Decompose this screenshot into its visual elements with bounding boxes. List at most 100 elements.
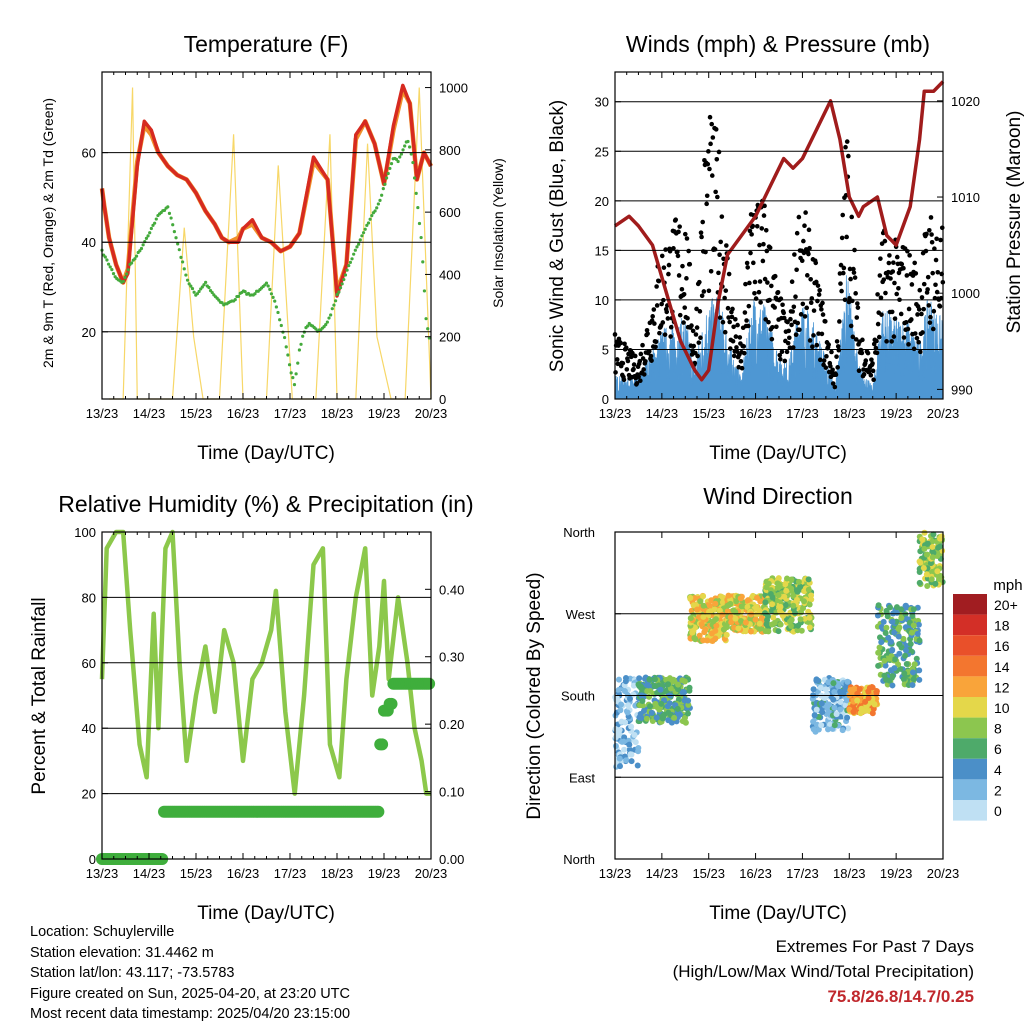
- direction-point: [865, 688, 872, 695]
- direction-point: [686, 687, 693, 694]
- dewpoint-point: [200, 285, 204, 289]
- direction-point: [815, 677, 822, 684]
- direction-point: [888, 638, 895, 645]
- gust-point: [645, 331, 650, 336]
- x-tick-label: 19/23: [368, 406, 401, 421]
- direction-point: [712, 600, 719, 607]
- gust-point: [762, 203, 767, 209]
- gust-point: [920, 330, 925, 335]
- direction-point: [929, 538, 936, 545]
- x-tick-label: 14/23: [133, 406, 166, 421]
- gust-point: [800, 301, 806, 307]
- direction-point: [646, 703, 653, 710]
- gust-point: [784, 349, 790, 355]
- gust-point: [718, 239, 724, 245]
- gust-point: [752, 279, 758, 285]
- direction-point: [790, 602, 797, 609]
- gust-point: [815, 298, 820, 304]
- gust-point: [700, 219, 706, 225]
- gust-point: [782, 358, 788, 364]
- gust-point: [661, 265, 667, 270]
- direction-point: [777, 603, 784, 610]
- x-tick-label: 14/23: [646, 406, 679, 421]
- direction-point: [932, 580, 939, 587]
- direction-point: [615, 686, 622, 693]
- legend-label: 0: [994, 803, 1002, 819]
- dewpoint-point: [325, 320, 329, 324]
- gust-point: [888, 276, 893, 281]
- direction-point: [719, 611, 726, 618]
- dewpoint-point: [366, 221, 371, 225]
- gust-point: [835, 365, 840, 370]
- direction-point: [649, 718, 656, 725]
- dewpoint-point: [353, 248, 357, 252]
- direction-point: [909, 682, 916, 689]
- extremes-values: 75.8/26.8/14.7/0.25: [827, 987, 974, 1006]
- gust-point: [849, 298, 855, 304]
- temperature-ylabel-right: Solar Insolation (Yellow): [490, 158, 506, 308]
- dewpoint-point: [358, 238, 362, 242]
- direction-point: [634, 762, 641, 769]
- direction-point: [724, 602, 731, 609]
- legend-swatch: [953, 594, 987, 615]
- direction-point: [732, 615, 739, 622]
- direction-point: [775, 628, 782, 635]
- gust-point: [653, 339, 659, 344]
- gust-point: [909, 317, 914, 322]
- gust-point: [843, 144, 848, 150]
- gust-point: [689, 323, 694, 328]
- gust-point: [824, 354, 829, 359]
- direction-point: [788, 576, 795, 583]
- direction-point: [929, 554, 936, 561]
- direction-point: [624, 709, 631, 716]
- gust-point: [814, 342, 820, 348]
- direction-point: [685, 701, 692, 708]
- temperature-panel: Temperature (F) 2m & 9m T (Red, Orange) …: [40, 31, 506, 464]
- gust-point: [698, 230, 704, 235]
- gust-point: [752, 290, 757, 296]
- gust-point: [859, 350, 865, 356]
- dewpoint-point: [210, 290, 214, 295]
- direction-point: [783, 587, 790, 594]
- x-tick-label: 13/23: [599, 406, 632, 421]
- dewpoint-point: [343, 273, 348, 277]
- dewpoint-point: [166, 205, 170, 209]
- direction-point: [689, 629, 696, 636]
- x-tick-label: 16/23: [739, 406, 772, 421]
- x-tick-label: 17/23: [786, 866, 819, 881]
- gust-point: [898, 311, 904, 317]
- dewpoint-point: [121, 279, 125, 284]
- direction-point: [907, 640, 914, 647]
- gust-point: [631, 366, 636, 372]
- direction-point: [626, 741, 633, 748]
- gust-point: [777, 352, 783, 358]
- gust-point: [641, 372, 647, 377]
- gust-point: [890, 269, 896, 274]
- dewpoint-point: [419, 235, 423, 240]
- gust-point: [744, 260, 750, 266]
- dewpoint-point: [375, 206, 379, 210]
- gust-point: [794, 230, 800, 236]
- direction-point: [902, 647, 909, 654]
- gust-point: [684, 236, 690, 241]
- direction-legend: mph 20+ 18 16 14 12 10 8 6 4 2 0: [953, 577, 1023, 821]
- x-tick-label: 17/23: [274, 866, 307, 881]
- gust-point: [884, 339, 889, 344]
- direction-point: [742, 619, 749, 626]
- legend-swatch: [953, 800, 987, 821]
- direction-point: [858, 705, 865, 712]
- gust-point: [915, 312, 920, 317]
- gust-point: [668, 324, 674, 330]
- legend-swatch: [953, 635, 987, 656]
- gust-point: [648, 353, 654, 359]
- direction-point: [727, 614, 734, 621]
- gust-point: [706, 288, 712, 294]
- humidity-panel: Relative Humidity (%) & Precipitation (i…: [29, 491, 474, 924]
- gust-point: [938, 237, 943, 243]
- direction-point: [682, 719, 689, 726]
- direction-point: [635, 681, 642, 688]
- gust-point: [694, 325, 700, 330]
- dewpoint-point: [273, 299, 277, 303]
- legend-swatch: [953, 655, 987, 677]
